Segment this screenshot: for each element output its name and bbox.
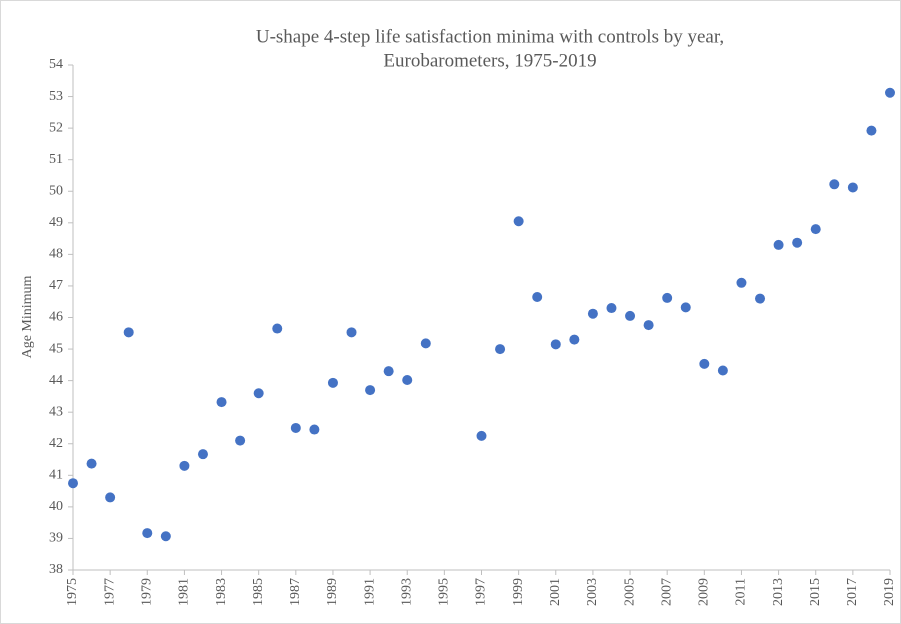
point (476, 430, 487, 441)
y-tick-label: 46 (49, 310, 63, 325)
chart-title: Eurobarometers, 1975-2019 (383, 50, 596, 71)
point (847, 182, 858, 193)
point (105, 492, 116, 503)
point (680, 302, 691, 313)
point (235, 435, 246, 446)
point (532, 291, 543, 302)
y-tick-label: 40 (49, 499, 63, 514)
x-tick-label: 2005 (622, 578, 637, 606)
y-tick-label: 41 (49, 468, 63, 483)
x-tick-label: 1977 (102, 578, 117, 606)
x-tick-label: 1991 (362, 578, 377, 606)
y-tick-label: 51 (49, 152, 63, 167)
point (160, 531, 171, 542)
chart-title: U-shape 4-step life satisfaction minima … (256, 26, 724, 47)
x-tick-label: 1989 (325, 578, 340, 606)
x-tick-label: 2019 (882, 578, 897, 606)
point (123, 327, 134, 338)
point (717, 365, 728, 376)
x-tick-label: 1997 (474, 578, 489, 606)
y-axis-label: Age Minimum (20, 275, 35, 358)
y-tick-label: 48 (49, 247, 63, 262)
point (197, 449, 208, 460)
point (885, 87, 895, 98)
x-tick-label: 2017 (845, 578, 860, 606)
x-tick-label: 1983 (214, 578, 229, 606)
y-tick-label: 39 (49, 531, 63, 546)
x-tick-label: 2007 (659, 578, 674, 606)
point (327, 377, 338, 388)
x-tick-label: 1999 (511, 578, 526, 606)
point (346, 327, 357, 338)
point (272, 323, 283, 334)
x-tick-label: 1995 (437, 578, 452, 606)
point (550, 339, 561, 350)
y-tick-label: 52 (49, 120, 63, 135)
point (829, 179, 840, 190)
point (662, 292, 673, 303)
x-tick-label: 2015 (808, 578, 823, 606)
point (253, 388, 264, 399)
point (773, 239, 784, 250)
point (792, 237, 803, 248)
point (866, 125, 877, 136)
point (699, 358, 710, 369)
x-tick-label: 1979 (139, 578, 154, 606)
point (643, 320, 654, 331)
x-tick-label: 1993 (399, 578, 414, 606)
y-tick-label: 49 (49, 215, 63, 230)
point (402, 374, 413, 385)
point (606, 303, 617, 314)
y-tick-label: 45 (49, 341, 63, 356)
y-tick-label: 38 (49, 562, 63, 577)
x-tick-label: 2013 (771, 578, 786, 606)
point (587, 308, 598, 319)
point (365, 385, 376, 396)
point (810, 224, 821, 235)
point (513, 216, 524, 227)
y-tick-label: 54 (49, 57, 63, 72)
x-tick-label: 1985 (251, 578, 266, 606)
x-tick-label: 2009 (697, 578, 712, 606)
y-tick-label: 53 (49, 89, 63, 104)
y-tick-label: 47 (49, 278, 63, 293)
point (736, 277, 747, 288)
point (569, 334, 580, 345)
point (625, 310, 636, 321)
x-tick-label: 2011 (734, 578, 749, 605)
x-tick-label: 2003 (585, 578, 600, 606)
y-tick-label: 43 (49, 404, 63, 419)
point (309, 424, 320, 435)
point (68, 478, 78, 489)
point (755, 293, 766, 304)
point (179, 460, 190, 471)
point (383, 366, 394, 377)
y-tick-label: 44 (49, 373, 63, 388)
x-tick-label: 1981 (177, 578, 192, 606)
x-tick-label: 2001 (548, 578, 563, 606)
point (86, 458, 97, 469)
point (420, 338, 431, 349)
point (495, 344, 506, 355)
x-tick-label: 1987 (288, 578, 303, 606)
point (142, 528, 153, 539)
x-tick-label: 1975 (65, 578, 80, 606)
point (290, 422, 301, 433)
y-tick-label: 50 (49, 183, 63, 198)
point (216, 397, 227, 408)
y-tick-label: 42 (49, 436, 63, 451)
